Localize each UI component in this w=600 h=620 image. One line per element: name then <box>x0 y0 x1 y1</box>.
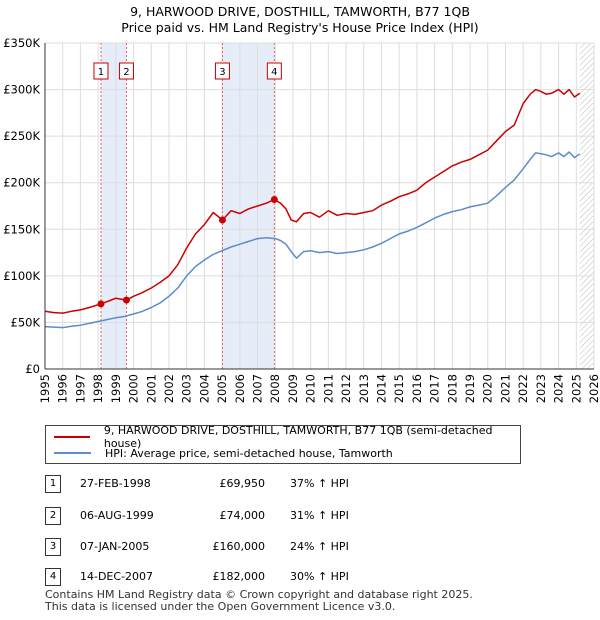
x-tick-label: 2026 <box>587 374 600 403</box>
marker-label: 1 <box>98 67 104 78</box>
transaction-date: 06-AUG-1999 <box>80 509 154 522</box>
legend-item-hpi: HPI: Average price, semi-detached house,… <box>54 446 393 460</box>
shaded-range <box>222 43 275 369</box>
shaded-range <box>100 43 127 369</box>
transaction-number: 1 <box>45 475 61 493</box>
transaction-hpi: 31% ↑ HPI <box>290 509 349 522</box>
x-tick-label: 2018 <box>445 374 459 403</box>
marker-label: 3 <box>219 67 225 78</box>
y-tick-label: £350K <box>3 36 40 50</box>
marker-box <box>214 62 230 80</box>
hatched-region <box>579 43 594 369</box>
x-tick-label: 1998 <box>91 374 105 403</box>
x-tick-label: 2013 <box>357 374 371 403</box>
x-tick-label: 2010 <box>304 374 318 403</box>
x-tick-label: 2015 <box>392 374 406 403</box>
legend-swatch-hpi <box>54 452 91 454</box>
price-chart: 1 2 3 4 £0 £50K £100K £150K £200K £250K £300K £350… <box>3 36 600 403</box>
y-tick-label: £200K <box>3 176 40 190</box>
marker-box <box>266 62 282 80</box>
x-tick-label: 2023 <box>534 374 548 403</box>
x-tick-label: 2021 <box>498 374 512 403</box>
x-tick-label: 2016 <box>410 374 424 403</box>
marker-box <box>118 62 134 80</box>
x-tick-label: 2002 <box>162 374 176 403</box>
x-tick-label: 2017 <box>428 374 442 403</box>
x-tick-label: 2006 <box>233 374 247 403</box>
x-tick-label: 1999 <box>109 374 123 403</box>
x-tick-label: 2012 <box>339 374 353 403</box>
x-tick-label: 2011 <box>321 374 335 403</box>
transaction-hpi: 24% ↑ HPI <box>290 540 349 553</box>
x-tick-label: 2014 <box>374 374 388 403</box>
footer-copyright: Contains HM Land Registry data © Crown c… <box>45 588 473 601</box>
x-tick-label: 2000 <box>127 374 141 403</box>
x-tick-label: 2009 <box>286 374 300 403</box>
transaction-hpi: 30% ↑ HPI <box>290 570 349 583</box>
x-tick-label: 2007 <box>251 374 265 403</box>
transaction-price: £160,000 <box>212 540 266 553</box>
transaction-price: £74,000 <box>219 509 266 522</box>
y-tick-label: £250K <box>3 129 40 143</box>
footer: Contains HM Land Registry data © Crown c… <box>45 589 473 613</box>
x-tick-label: 1996 <box>56 374 70 403</box>
y-tick-label: £100K <box>3 269 40 283</box>
transaction-number: 2 <box>45 507 61 525</box>
legend: 9, HARWOOD DRIVE, DOSTHILL, TAMWORTH, B7… <box>45 424 521 464</box>
sale-point <box>97 300 105 308</box>
x-tick-label: 2024 <box>552 374 566 403</box>
transaction-price: £69,950 <box>219 477 266 490</box>
transaction-date: 07-JAN-2005 <box>80 540 150 553</box>
x-tick-label: 2020 <box>481 374 495 403</box>
x-tick-label: 2008 <box>268 374 282 403</box>
transaction-price: £182,000 <box>212 570 266 583</box>
x-tick-label: 1997 <box>73 374 87 403</box>
footer-licence: This data is licensed under the Open Gov… <box>45 600 396 613</box>
y-tick-label: £0 <box>25 362 40 376</box>
chart-subtitle: Price paid vs. HM Land Registry's House … <box>121 20 479 35</box>
sale-point <box>218 216 226 224</box>
sale-point <box>270 195 278 203</box>
transaction-date: 27-FEB-1998 <box>80 477 151 490</box>
legend-item-price: 9, HARWOOD DRIVE, DOSTHILL, TAMWORTH, B7… <box>54 424 520 450</box>
transaction-hpi: 37% ↑ HPI <box>290 477 349 490</box>
x-tick-label: 2019 <box>463 374 477 403</box>
transaction-date: 14-DEC-2007 <box>80 570 154 583</box>
price-paid-line <box>44 88 581 314</box>
marker-label: 4 <box>271 67 277 78</box>
legend-label-hpi: HPI: Average price, semi-detached house,… <box>105 446 393 460</box>
x-tick-label: 2025 <box>569 374 583 403</box>
y-tick-label: £150K <box>3 222 40 236</box>
y-tick-label: £50K <box>11 315 41 329</box>
x-tick-label: 2001 <box>144 374 158 403</box>
marker-label: 2 <box>123 67 129 78</box>
y-tick-label: £300K <box>3 83 40 97</box>
x-tick-label: 2022 <box>516 374 530 403</box>
x-tick-label: 2005 <box>215 374 229 403</box>
legend-swatch-price <box>54 436 90 438</box>
x-tick-label: 1995 <box>38 374 52 403</box>
legend-label-price: 9, HARWOOD DRIVE, DOSTHILL, TAMWORTH, B7… <box>103 424 493 450</box>
transaction-number: 4 <box>45 568 61 586</box>
chart-title: 9, HARWOOD DRIVE, DOSTHILL, TAMWORTH, B7… <box>130 4 470 19</box>
transaction-number: 3 <box>45 538 61 556</box>
x-tick-label: 2003 <box>180 374 194 403</box>
x-tick-label: 2004 <box>197 374 211 403</box>
sale-point <box>122 296 130 304</box>
hpi-line <box>44 151 581 329</box>
marker-box <box>93 62 109 80</box>
